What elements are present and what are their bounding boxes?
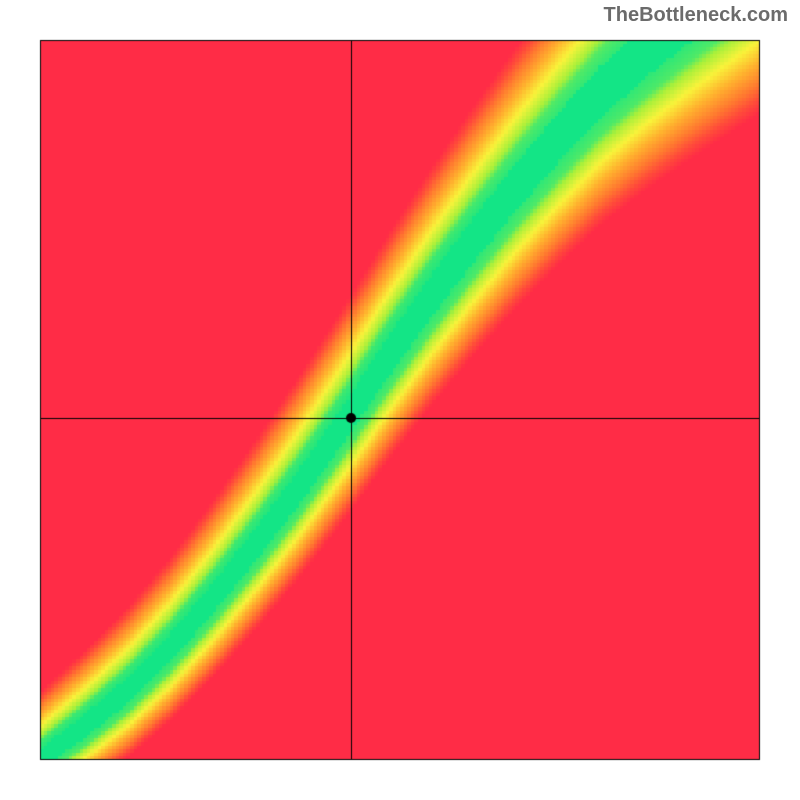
bottleneck-heatmap [0, 0, 800, 800]
watermark-text: TheBottleneck.com [604, 4, 788, 27]
chart-container: TheBottleneck.com [0, 0, 800, 800]
